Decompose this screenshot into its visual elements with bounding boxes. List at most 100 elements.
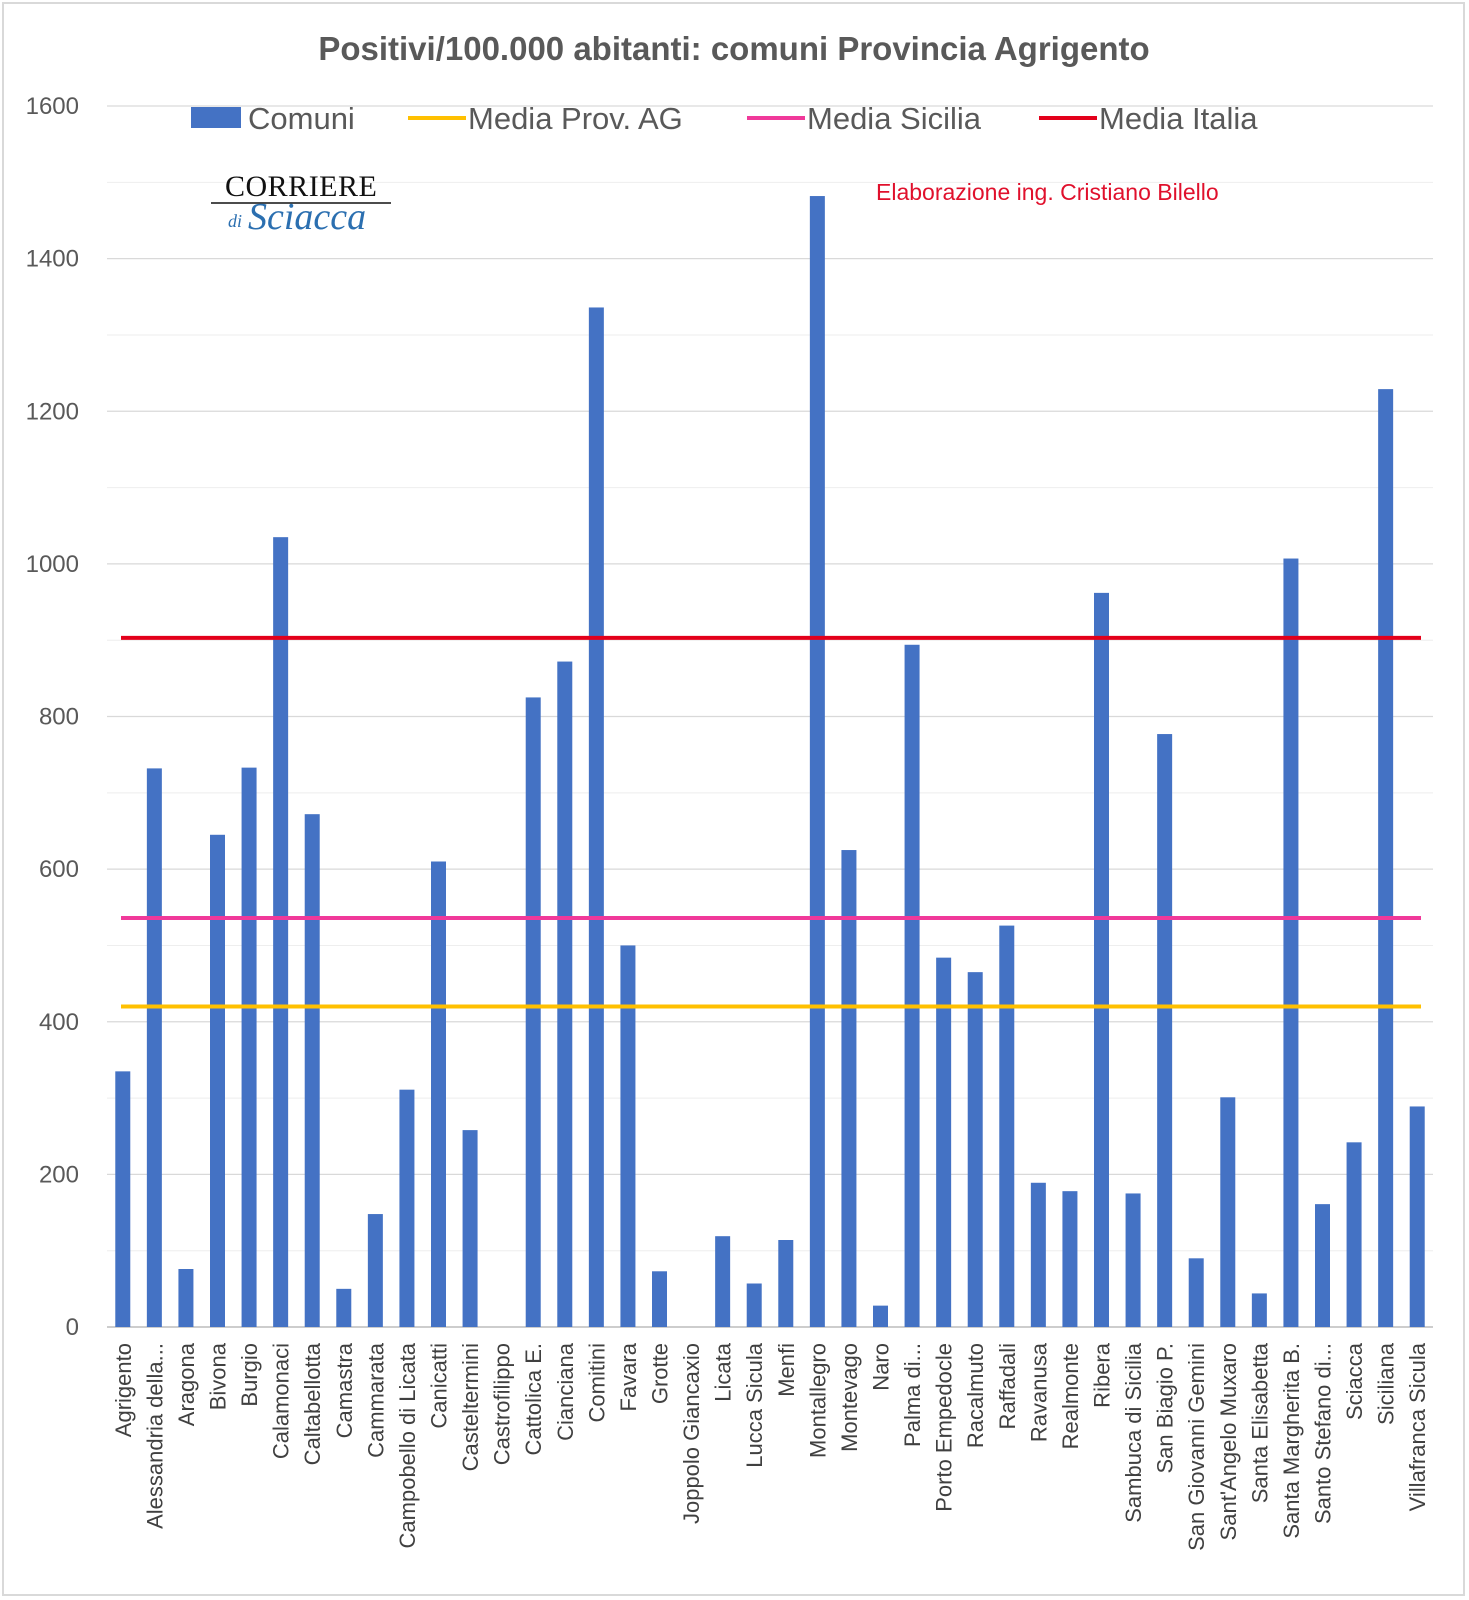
gridlines: [107, 105, 1433, 1328]
x-tick-label: Sciacca: [1342, 1342, 1367, 1420]
y-tick-label: 1000: [26, 551, 79, 578]
credit-text: Elaborazione ing. Cristiano Bilello: [876, 179, 1219, 205]
bar: [715, 1236, 731, 1327]
bars: [115, 196, 1425, 1328]
x-tick-label: Caltabellotta: [300, 1342, 325, 1465]
x-tick-label: Palma di...: [900, 1343, 925, 1447]
x-tick-label: Agrigento: [111, 1343, 136, 1437]
bar: [304, 814, 320, 1327]
legend: Comuni Media Prov. AG Media Sicilia Medi…: [191, 101, 1258, 136]
x-tick-label: Realmonte: [1058, 1343, 1083, 1449]
bar: [1157, 734, 1173, 1327]
bar: [620, 945, 636, 1327]
reference-lines: [121, 635, 1421, 1009]
logo-di-text: di: [228, 211, 242, 231]
bar: [809, 196, 825, 1328]
x-tick-label: San Biagio P.: [1153, 1343, 1178, 1473]
bar: [1346, 1142, 1362, 1327]
bar: [904, 644, 920, 1327]
bar: [936, 957, 952, 1327]
x-tick-label: Grotte: [648, 1343, 673, 1404]
bar: [178, 1269, 194, 1327]
bar: [1283, 558, 1299, 1327]
y-tick-label: 1400: [26, 246, 79, 273]
x-tick-label: Menfi: [774, 1343, 799, 1397]
bar: [1030, 1182, 1046, 1327]
bar: [1220, 1097, 1236, 1327]
x-tick-label: Aragona: [174, 1342, 199, 1426]
bar: [367, 1214, 383, 1327]
bar: [210, 834, 225, 1327]
bar: [841, 850, 857, 1327]
x-tick-label: Santo Stefano di...: [1311, 1343, 1336, 1524]
y-tick-label: 1200: [26, 398, 79, 425]
bar: [873, 1305, 888, 1327]
x-tick-label: Raffadali: [995, 1343, 1020, 1429]
y-tick-label: 800: [39, 704, 79, 731]
legend-label-comuni: Comuni: [248, 101, 355, 136]
bar: [1378, 389, 1394, 1327]
x-tick-label: Burgio: [237, 1343, 262, 1407]
bar: [1125, 1193, 1141, 1327]
x-tick-label: Licata: [711, 1342, 736, 1401]
bar: [967, 972, 983, 1327]
x-tick-label: Calamonaci: [269, 1343, 294, 1459]
x-tick-label: Siciliana: [1374, 1342, 1399, 1425]
bar: [652, 1271, 667, 1327]
y-axis-tick-labels: 0 200 400 600 800 1000 1200 1400 1600: [26, 93, 79, 1341]
bar: [588, 307, 604, 1328]
bar: [1062, 1191, 1078, 1327]
x-tick-label: Alessandria della...: [142, 1343, 167, 1529]
x-tick-label: San Giovanni Gemini: [1184, 1343, 1209, 1551]
bar: [399, 1089, 415, 1327]
x-tick-label: Sant'Angelo Muxaro: [1216, 1343, 1241, 1540]
x-tick-label: Sambuca di Sicilia: [1121, 1342, 1146, 1523]
bar: [746, 1283, 762, 1327]
x-tick-label: Cammarata: [363, 1342, 388, 1458]
bar: [273, 537, 289, 1327]
x-tick-label: Lucca Sicula: [742, 1342, 767, 1468]
x-tick-label: Comitini: [584, 1343, 609, 1422]
x-tick-label: Montallegro: [805, 1343, 830, 1458]
x-tick-label: Camastra: [332, 1342, 357, 1438]
logo-corriere-text: CORRIERE: [225, 170, 377, 203]
bar: [778, 1240, 794, 1327]
x-axis-tick-labels: Agrigento Alessandria della... Aragona Bivo…: [111, 1342, 1430, 1551]
corriere-di-sciacca-logo: CORRIERE di Sciacca: [211, 170, 391, 238]
x-tick-label: Canicatti: [427, 1343, 452, 1429]
bar: [431, 861, 446, 1327]
legend-label-media-sicilia: Media Sicilia: [807, 101, 982, 136]
x-tick-label: Favara: [616, 1342, 641, 1411]
x-tick-label: Casteltermini: [458, 1343, 483, 1471]
bar: [1409, 1106, 1425, 1327]
bar: [1188, 1258, 1204, 1327]
y-tick-label: 200: [39, 1161, 79, 1188]
logo-sciacca-text: Sciacca: [248, 196, 366, 238]
chart-title: Positivi/100.000 abitanti: comuni Provin…: [318, 30, 1149, 67]
x-tick-label: Santa Margherita B.: [1279, 1343, 1304, 1539]
x-tick-label: Castrofilippo: [490, 1343, 515, 1465]
bar: [1315, 1204, 1330, 1327]
x-tick-label: Montevago: [837, 1343, 862, 1452]
y-tick-label: 0: [66, 1314, 79, 1341]
bar: [999, 925, 1015, 1327]
bar: [241, 767, 257, 1327]
x-tick-label: Naro: [869, 1343, 894, 1391]
legend-label-media-italia: Media Italia: [1099, 101, 1258, 136]
bar: [525, 697, 541, 1327]
legend-swatch-comuni: [191, 107, 241, 128]
y-tick-label: 1600: [26, 93, 79, 120]
x-tick-label: Porto Empedocle: [932, 1343, 957, 1512]
bar: [462, 1130, 478, 1327]
y-tick-label: 600: [39, 856, 79, 883]
x-tick-label: Cianciana: [553, 1342, 578, 1441]
x-tick-label: Villafranca Sicula: [1405, 1342, 1430, 1511]
bar: [336, 1288, 352, 1327]
bar: [146, 768, 162, 1327]
x-tick-label: Joppolo Giancaxio: [679, 1343, 704, 1524]
x-tick-label: Cattolica E.: [521, 1343, 546, 1456]
x-tick-label: Bivona: [206, 1342, 231, 1410]
legend-label-media-prov-ag: Media Prov. AG: [468, 101, 683, 136]
x-tick-label: Ribera: [1090, 1342, 1115, 1408]
